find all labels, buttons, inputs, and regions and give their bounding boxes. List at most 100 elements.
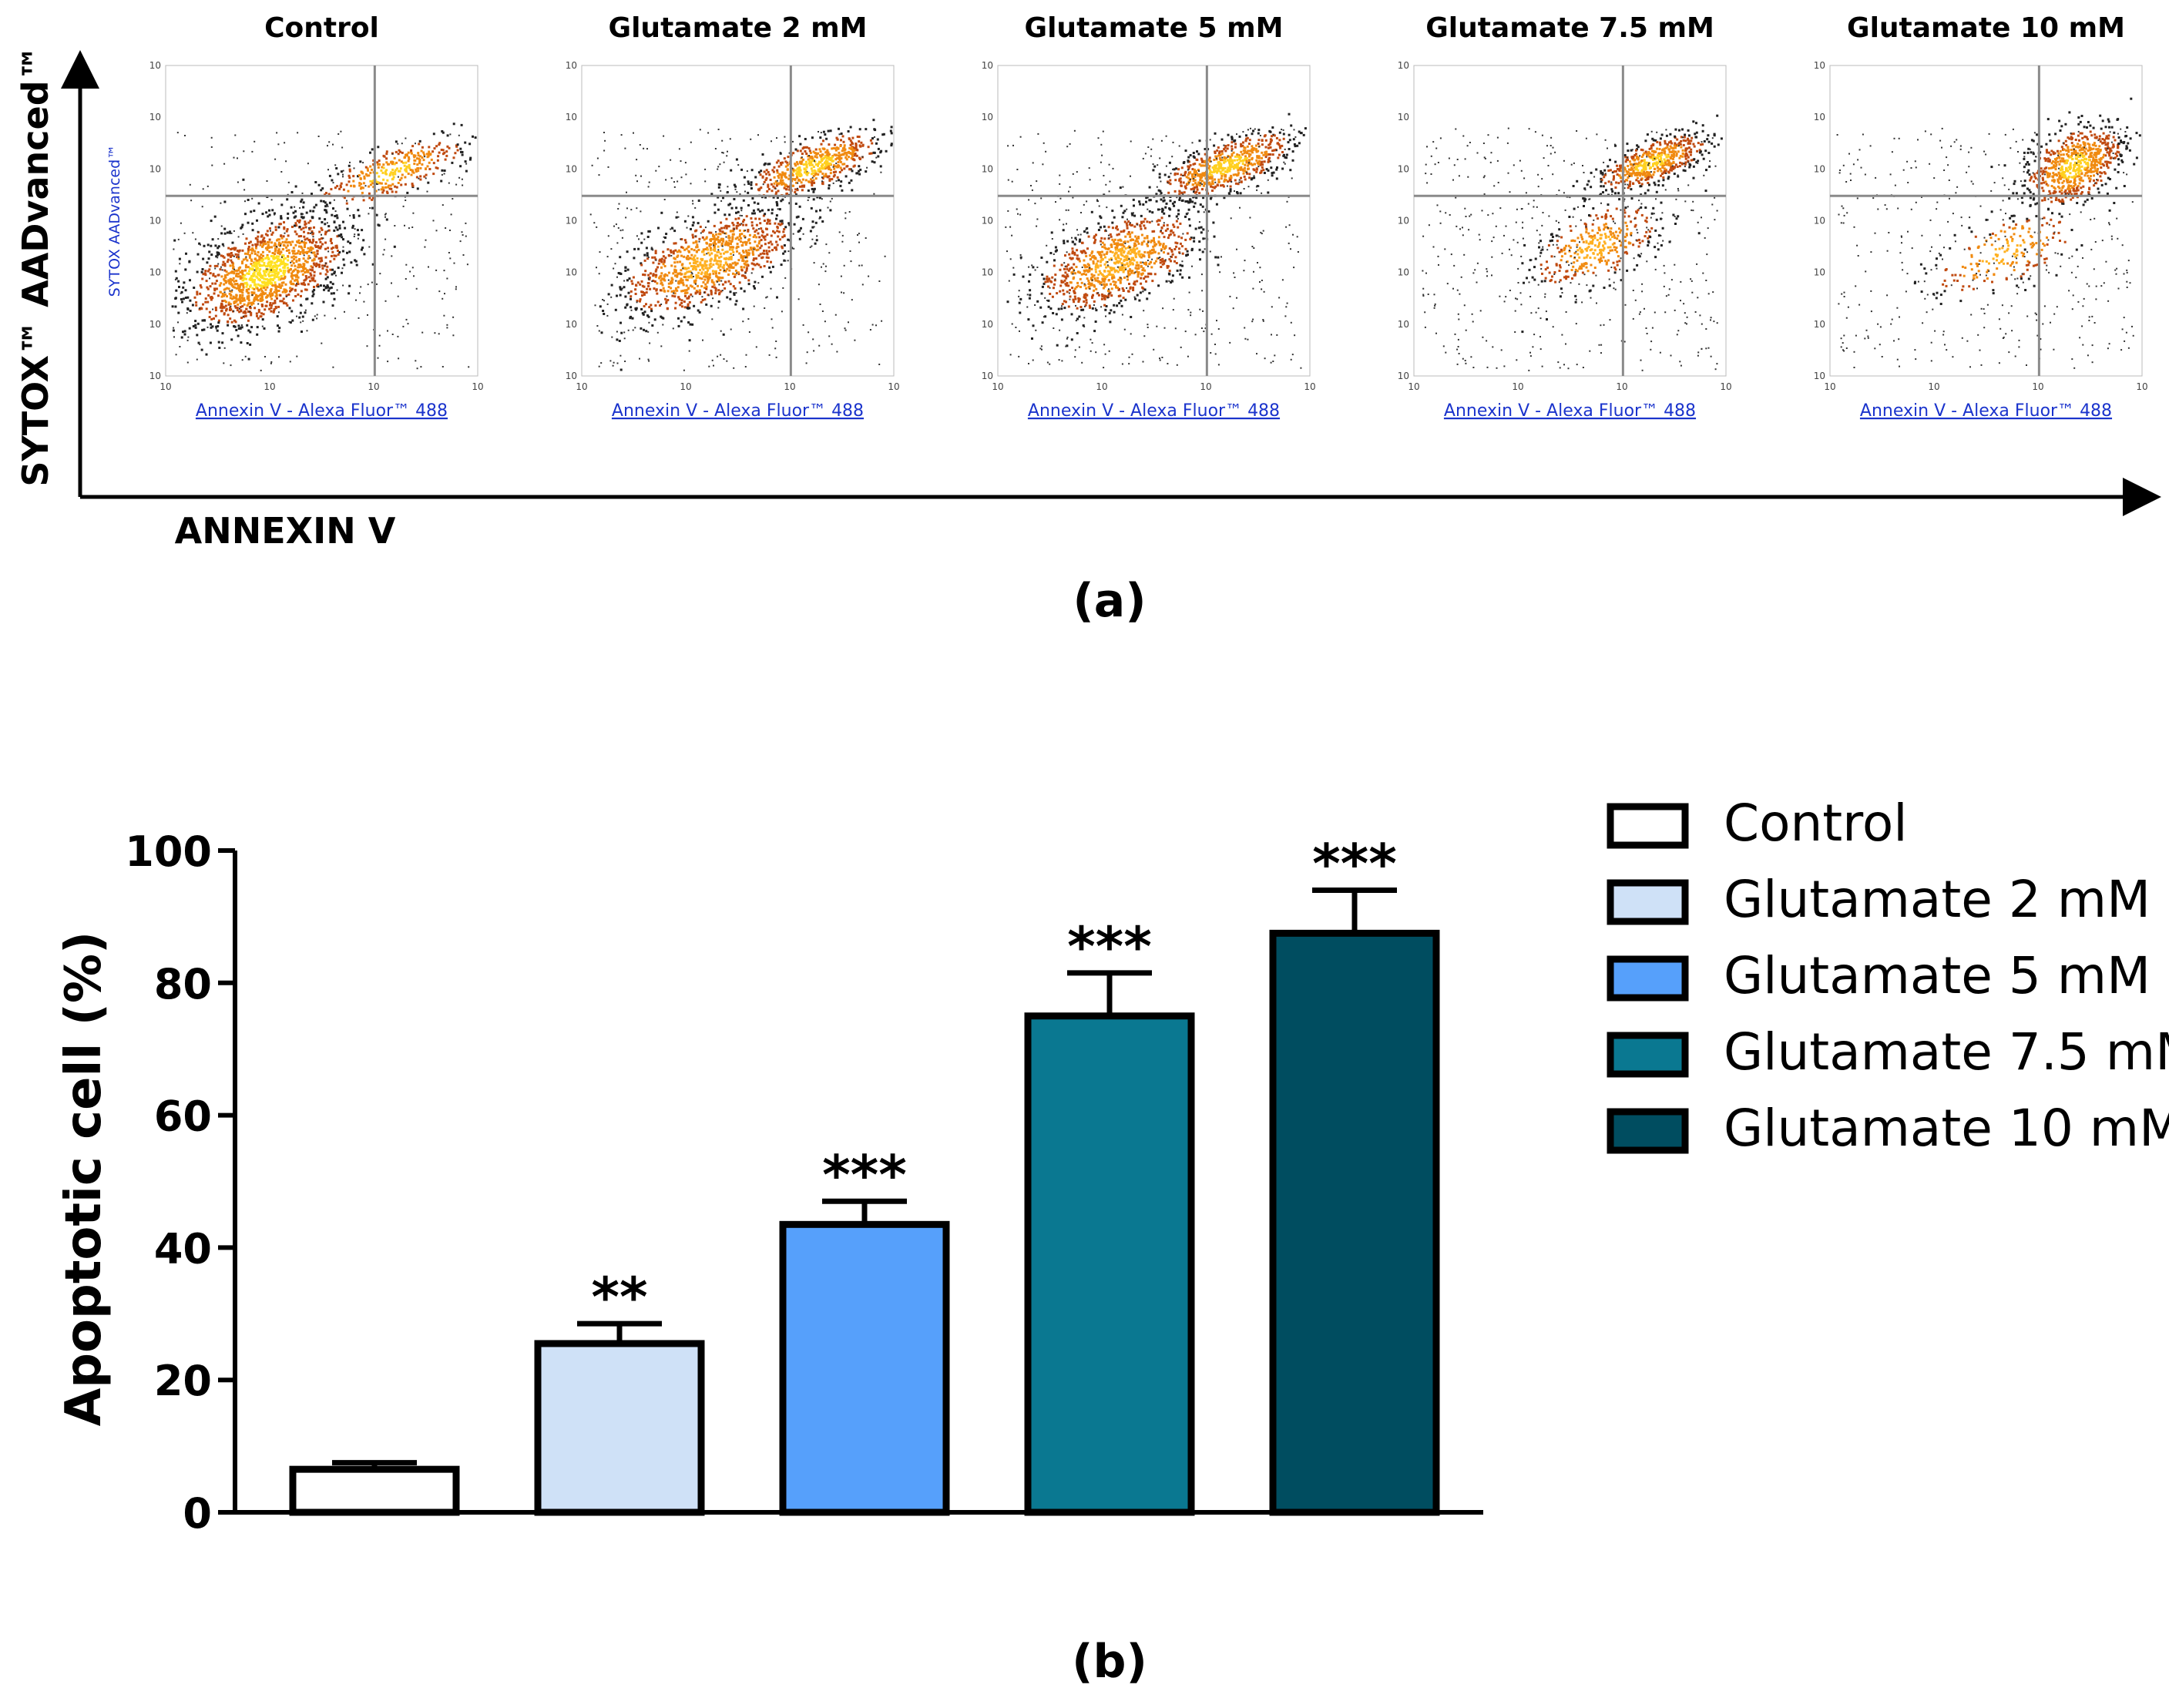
event-dot [305,277,308,280]
event-dot [624,306,627,309]
event-dot [274,281,277,284]
event-dot [237,327,240,330]
event-dot [265,211,268,214]
event-dot [331,268,334,271]
event-dot [696,257,699,260]
event-dot [1125,257,1128,260]
event-dot [1168,247,1171,250]
event-dot [288,320,290,323]
event-dot [301,270,304,273]
event-dot [1132,289,1135,291]
event-dot [1111,251,1114,253]
event-dot [721,245,724,247]
event-dot [230,271,233,274]
event-dot [1027,318,1030,321]
event-dot [829,169,832,172]
event-dot [721,277,724,280]
event-dot [825,166,828,169]
event-dot [680,269,683,272]
event-dot [801,153,804,156]
event-dot [1099,264,1102,267]
event-dot [274,253,277,256]
event-dot [812,159,815,161]
event-dot [267,268,270,271]
event-dot [760,169,763,173]
event-dot [1156,220,1159,223]
event-dot [682,267,684,270]
event-dot [843,144,846,147]
event-dot [442,366,444,367]
event-dot [809,230,812,233]
event-dot [695,250,698,253]
event-dot [1114,246,1117,249]
event-dot [420,366,422,368]
event-dot [617,227,619,229]
event-dot [776,182,779,185]
event-dot [454,152,457,155]
event-dot [307,283,310,286]
event-dot [660,211,663,214]
event-dot [333,229,336,232]
event-dot [1133,280,1137,284]
event-dot [735,227,738,230]
event-dot [311,247,314,250]
event-dot [319,240,322,243]
event-dot [322,300,325,304]
event-dot [260,369,262,371]
event-dot [689,284,692,287]
event-dot [225,309,227,312]
event-dot [417,152,420,155]
event-dot [194,324,197,327]
event-dot [751,212,754,215]
event-dot [196,358,198,361]
event-dot [1080,273,1083,276]
event-dot [308,248,311,251]
event-dot [740,215,743,216]
event-dot [267,264,270,267]
event-dot [726,267,729,270]
event-dot [357,209,360,212]
event-dot [750,138,752,140]
event-dot [249,267,252,270]
event-dot [703,272,707,275]
event-dot [1047,285,1049,288]
event-dot [371,180,374,183]
event-dot [1073,276,1076,279]
event-dot [731,262,734,265]
event-dot [713,244,715,247]
flow-plot-y-tick: 10 [566,112,577,122]
event-dot [777,208,779,210]
event-dot [1099,215,1102,218]
event-dot [699,277,702,280]
event-dot [461,153,464,156]
event-dot [268,307,271,310]
event-dot [269,277,272,280]
event-dot [348,284,351,287]
event-dot [816,235,818,237]
event-dot [757,228,760,230]
event-dot [745,223,747,227]
event-dot [244,213,247,216]
event-dot [822,175,825,178]
event-dot [1207,210,1210,213]
event-dot [1120,250,1123,253]
event-dot [445,150,448,153]
event-dot [801,178,804,181]
event-dot [747,183,750,185]
event-dot [405,137,407,139]
event-dot [620,134,623,136]
event-dot [277,143,280,146]
event-dot [826,153,829,156]
event-dot [732,254,734,256]
event-dot [683,300,686,303]
event-dot [802,163,805,166]
event-dot [282,271,285,274]
event-dot [1100,272,1102,275]
event-dot [1071,252,1074,255]
event-dot [278,268,281,271]
event-dot [201,328,204,331]
event-dot [798,229,801,232]
event-dot [670,279,673,282]
event-dot [277,241,280,244]
event-dot [411,183,414,186]
